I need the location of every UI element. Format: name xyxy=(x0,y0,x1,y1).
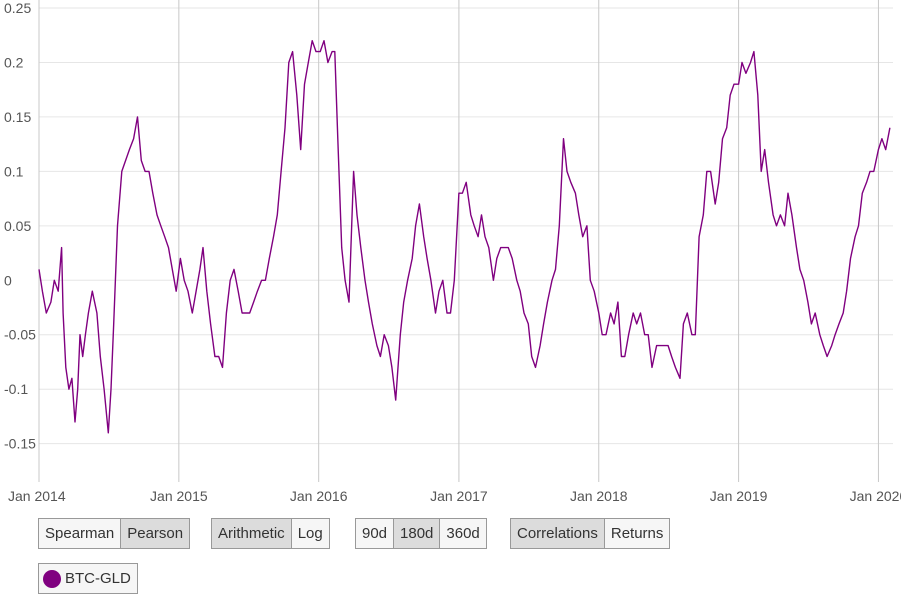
x-tick-label: Jan 2019 xyxy=(710,488,768,504)
correlation-chart: 0.25 0.2 0.15 0.1 0.05 0 -0.05 -0.1 -0.15 Jan 201… xyxy=(4,0,901,504)
log-button[interactable]: Log xyxy=(297,525,323,542)
window-toggle: 90d 180d 360d xyxy=(355,518,487,549)
x-tick-label: Jan 2016 xyxy=(290,488,348,504)
x-tick-label: Jan 2020 xyxy=(850,488,901,504)
x-tick-label: Jan 2015 xyxy=(150,488,208,504)
legend-label: BTC-GLD xyxy=(65,570,131,587)
legend-item-btc-gld[interactable]: BTC-GLD xyxy=(38,563,138,594)
spearman-button[interactable]: Spearman xyxy=(39,519,122,548)
method-toggle: Spearman Pearson xyxy=(38,518,191,549)
scale-toggle: Arithmetic Log xyxy=(211,518,330,549)
y-tick-label: -0.1 xyxy=(4,381,28,397)
180d-button[interactable]: 180d xyxy=(394,519,441,548)
correlations-button[interactable]: Correlations xyxy=(511,519,605,548)
x-tick-label: Jan 2017 xyxy=(430,488,488,504)
returns-button[interactable]: Returns xyxy=(610,525,664,542)
y-tick-label: 0.15 xyxy=(4,109,31,125)
series-swatch xyxy=(43,569,61,588)
x-tick-label: Jan 2014 xyxy=(8,488,66,504)
y-tick-label: 0.2 xyxy=(4,54,24,70)
360d-button[interactable]: 360d xyxy=(446,525,480,542)
y-tick-label: 0.25 xyxy=(4,0,31,16)
y-tick-label: 0.05 xyxy=(4,218,31,234)
arithmetic-button[interactable]: Arithmetic xyxy=(212,519,292,548)
pearson-button[interactable]: Pearson xyxy=(121,519,190,548)
x-tick-label: Jan 2018 xyxy=(570,488,628,504)
view-toggle: Correlations Returns xyxy=(510,518,671,549)
y-tick-label: -0.15 xyxy=(4,436,36,452)
y-tick-label: -0.05 xyxy=(4,327,36,343)
y-tick-label: 0 xyxy=(4,272,12,288)
y-tick-label: 0.1 xyxy=(4,163,24,179)
90d-button[interactable]: 90d xyxy=(356,519,395,548)
series-line-btc-gld[interactable] xyxy=(38,40,891,434)
